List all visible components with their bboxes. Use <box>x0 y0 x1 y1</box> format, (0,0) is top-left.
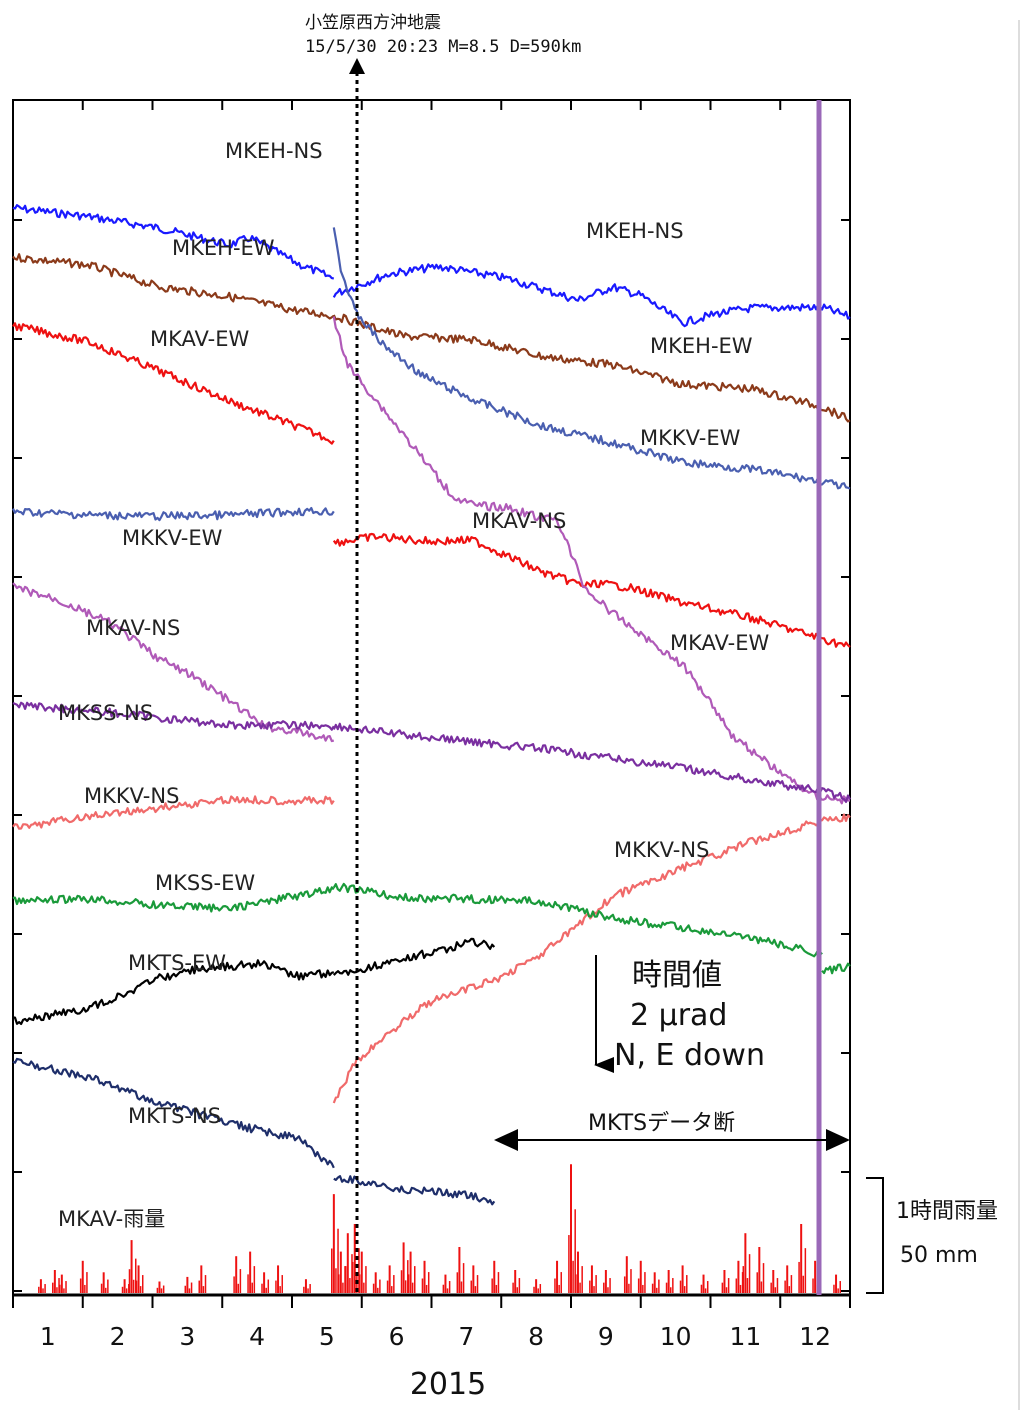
x-tick-label: 9 <box>598 1322 614 1351</box>
rain-scale-title: 1時間雨量 <box>896 1199 998 1224</box>
series-label: MKKV-EW <box>640 426 741 450</box>
rain-series-label: MKAV-雨量 <box>58 1207 165 1231</box>
series-line <box>12 959 335 1026</box>
series-label: MKTS-NS <box>128 1104 221 1128</box>
series-line <box>12 204 335 280</box>
x-tick-labels: 1 2 3 4 5 6 7 8 9 10 11 12 <box>40 1322 831 1351</box>
series-line <box>332 316 851 805</box>
series-label: MKTS-EW <box>128 951 226 975</box>
series-label: MKKV-NS <box>84 784 179 808</box>
rain-scale-value: 50 mm <box>900 1243 978 1268</box>
event-name: 小笠原西方沖地震 <box>305 13 441 33</box>
tick-marks <box>12 100 851 1308</box>
x-tick-label: 1 <box>40 1322 56 1351</box>
x-axis-title: 2015 <box>410 1367 486 1402</box>
x-tick-label: 4 <box>249 1322 265 1351</box>
series-line <box>12 795 335 830</box>
series-label: MKEH-NS <box>586 219 684 243</box>
series-line <box>332 313 851 423</box>
x-tick-label: 5 <box>319 1322 335 1351</box>
series-label: MKSS-EW <box>155 871 255 895</box>
series-labels: MKEH-NS MKEH-NS MKEH-EW MKEH-EW MKAV-EW MKAV-… <box>58 139 770 1231</box>
series-label: MKAV-NS <box>472 509 566 533</box>
x-tick-label: 6 <box>389 1322 405 1351</box>
x-tick-label: 12 <box>799 1322 831 1351</box>
scale-title: 時間値 <box>632 958 722 993</box>
series-label: MKAV-NS <box>86 616 180 640</box>
earthquake-arrow-head <box>349 58 365 74</box>
gap-arrow-left-head <box>494 1129 518 1151</box>
series-line <box>12 701 335 731</box>
gap-annotation-label: MKTSデータ断 <box>588 1111 735 1136</box>
rain-bars <box>38 1164 841 1293</box>
series-line <box>333 937 496 976</box>
series-line <box>332 722 851 804</box>
x-tick-label: 10 <box>660 1322 692 1351</box>
x-tick-label: 8 <box>528 1322 544 1351</box>
series-line <box>12 886 335 913</box>
event-detail: 15/5/30 20:23 M=8.5 D=590km <box>305 37 581 57</box>
series-line <box>332 263 851 328</box>
x-tick-label: 2 <box>110 1322 126 1351</box>
series-label: MKKV-EW <box>122 526 223 550</box>
series-line <box>12 582 335 743</box>
series-line <box>332 813 851 1104</box>
series-line <box>332 532 851 648</box>
series-line <box>821 962 851 975</box>
scale-direction: N, E down <box>614 1038 765 1073</box>
x-tick-label: 7 <box>458 1322 474 1351</box>
series-line <box>332 227 851 490</box>
series-label: MKEH-NS <box>225 139 323 163</box>
series-lines <box>12 204 851 1206</box>
series-label: MKEH-EW <box>650 334 753 358</box>
scale-value: 2 μrad <box>630 998 727 1033</box>
series-label: MKKV-NS <box>614 838 709 862</box>
series-label: MKAV-EW <box>670 631 770 655</box>
series-label: MKEH-EW <box>172 236 275 260</box>
series-line <box>332 882 823 958</box>
series-label: MKSS-NS <box>58 701 153 725</box>
gap-arrow-right-head <box>826 1129 850 1151</box>
series-line <box>12 253 335 320</box>
series-label: MKAV-EW <box>150 327 250 351</box>
series-line <box>12 1057 335 1169</box>
series-line <box>12 322 335 445</box>
rain-scale-bracket <box>866 1177 884 1294</box>
x-tick-label: 3 <box>179 1322 195 1351</box>
x-tick-label: 11 <box>729 1322 761 1351</box>
series-line <box>333 1174 496 1206</box>
series-line <box>12 506 335 522</box>
